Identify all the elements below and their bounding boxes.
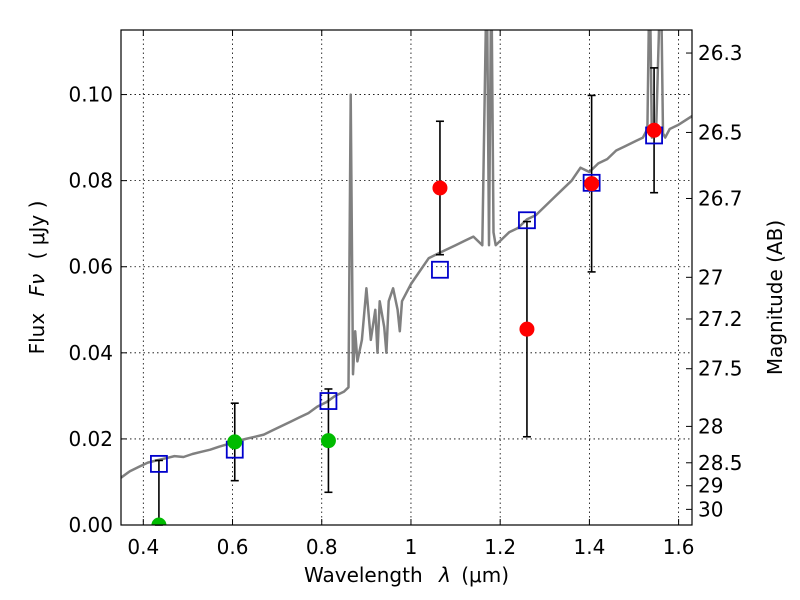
x-axis-label: Wavelength λ (μm) [304,563,509,587]
y-tick-label: 0.00 [68,513,113,537]
y2-tick-label: 26.3 [698,41,743,65]
y-tick-label: 0.08 [68,169,113,193]
y2-tick-label: 28 [698,414,723,438]
y-axis-label-unit: ( μJy ) [25,201,49,260]
x-tick-label: 1 [405,535,418,559]
y-tick-label: 0.04 [68,341,113,365]
y-tick-label: 0.02 [68,427,113,451]
x-axis-label-prefix: Wavelength [304,563,423,587]
x-axis-label-unit: (μm) [461,563,509,587]
observed-point [227,434,243,450]
y2-tick-label: 28.5 [698,451,743,475]
observed-point [151,517,167,525]
y2-tick-label: 26.5 [698,120,743,144]
model-photometry-square [150,454,168,473]
y-axis-label-prefix: Flux [25,313,49,355]
y2-tick-label: 27.2 [698,307,743,331]
y-tick-label: 0.10 [68,83,113,107]
observed-point [646,122,662,138]
x-tick-label: 0.8 [306,535,338,559]
y-axis-label-var: Fν [25,274,49,297]
x-tick-label: 1.6 [663,535,695,559]
model-photometry-square [518,211,536,230]
x-tick-label: 0.4 [127,535,159,559]
model-layer [121,30,692,479]
model-photometry-square [431,260,449,279]
observed-point [584,176,600,192]
model-spectrum-line [121,30,692,479]
x-tick-label: 1.2 [484,535,516,559]
y2-tick-label: 29 [698,474,723,498]
tick-layer: 0.4 0.6 0.8 1 1.2 1.4 1.6 0.00 0.02 0.04 0.06 0.08 0… [68,30,743,559]
y2-tick-label: 26.7 [698,186,743,210]
model-photometry-square [319,392,338,410]
observed-point [320,433,336,449]
y2-tick-label: 27.5 [698,357,743,381]
errorbar-layer [154,67,659,526]
y2-axis-label: Magnitude (AB) [763,220,787,375]
point-layer [150,122,663,525]
grid-layer [121,30,692,526]
observed-point [519,321,535,337]
x-axis-label-var: λ [438,563,451,587]
y2-tick-label: 30 [698,497,723,521]
y-tick-label: 0.06 [68,255,113,279]
observed-point [432,180,448,196]
y2-tick-label: 27 [698,265,723,289]
y-axis-label: Flux Fν ( μJy ) [25,201,49,355]
x-tick-label: 0.6 [217,535,249,559]
x-tick-label: 1.4 [573,535,605,559]
